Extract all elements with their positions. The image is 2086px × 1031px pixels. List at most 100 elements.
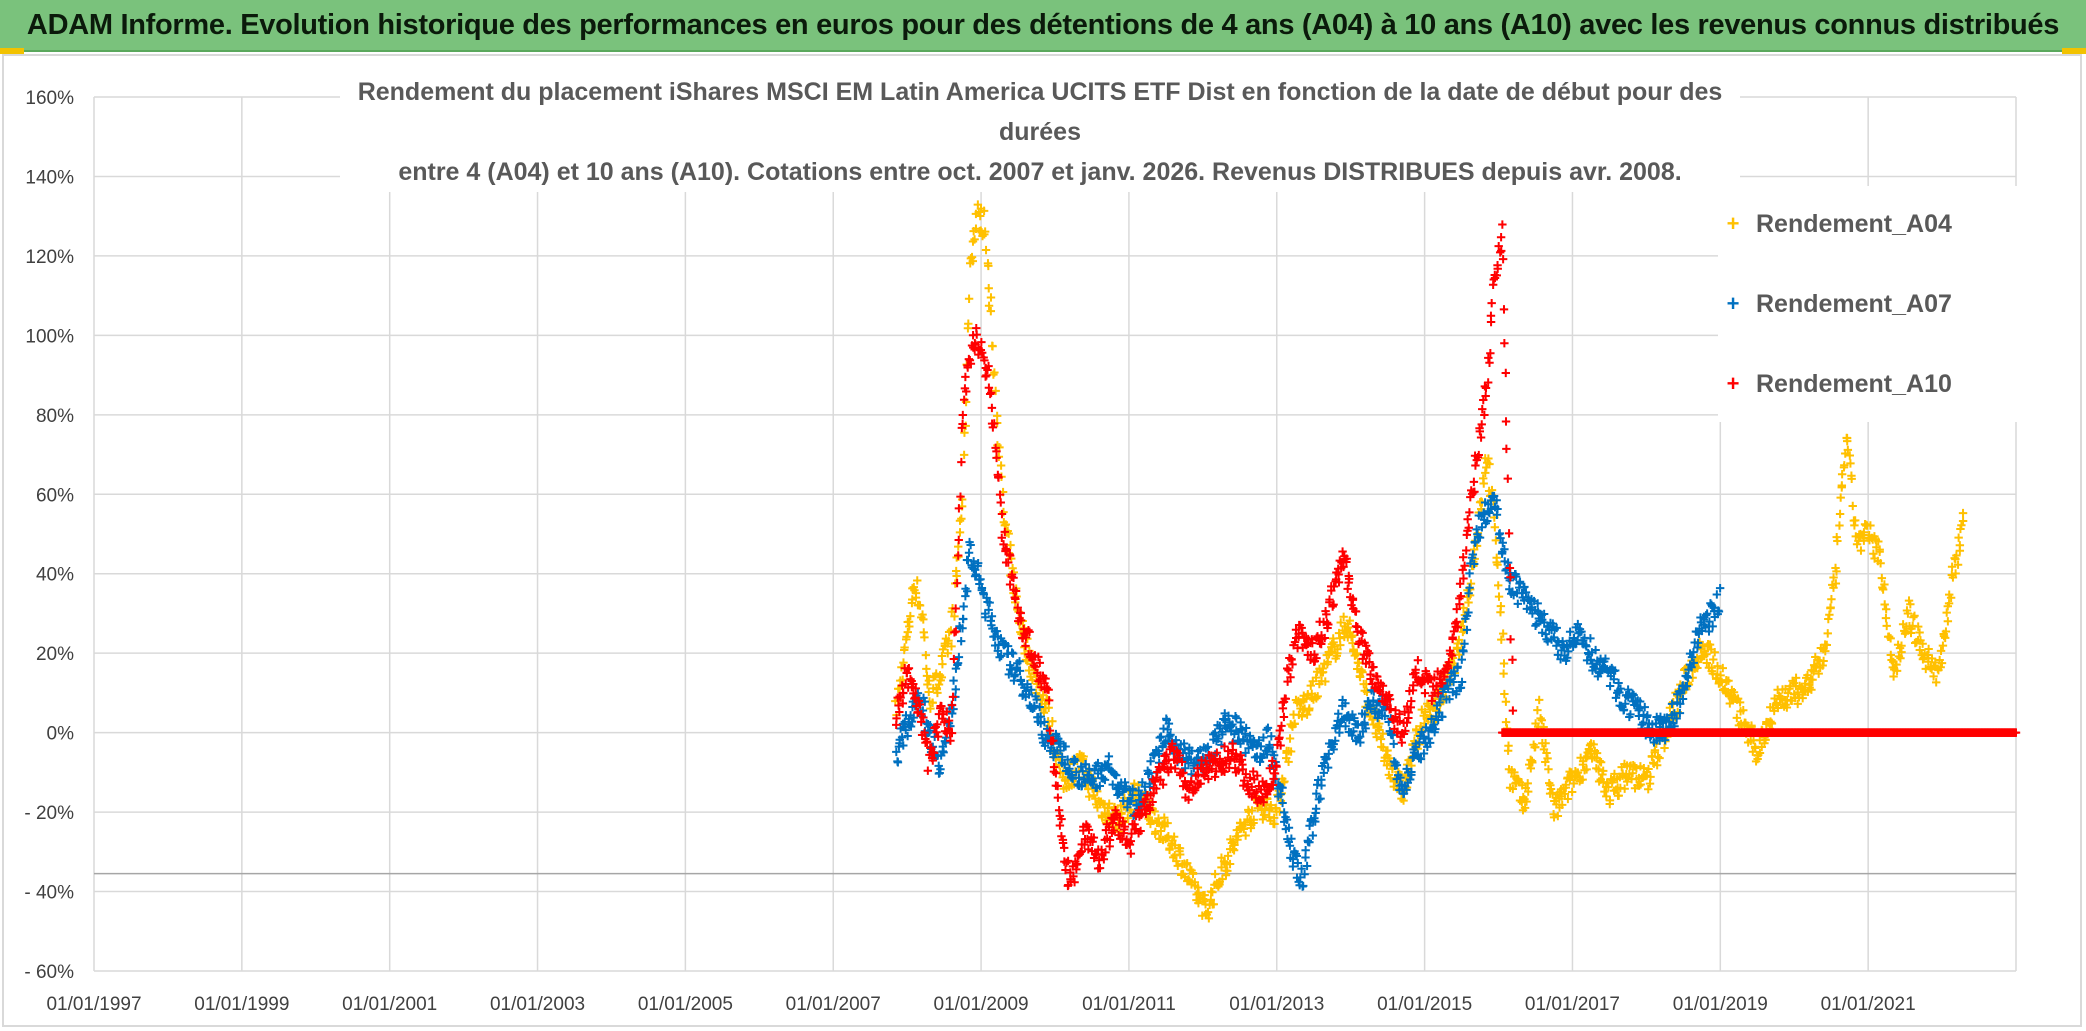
point-a10: [1249, 767, 1258, 776]
point-a04: [1636, 780, 1645, 789]
point-a10: [1150, 777, 1160, 786]
point-a10: [1062, 858, 1071, 867]
point-a07: [962, 587, 972, 596]
point-a04: [1709, 655, 1718, 664]
point-a07: [1065, 764, 1074, 773]
point-a04: [1561, 780, 1571, 789]
point-a07: [1317, 781, 1326, 790]
point-a07: [1312, 789, 1321, 798]
point-a04: [968, 256, 978, 266]
point-a10: [1016, 616, 1026, 625]
point-a10: [933, 720, 942, 729]
point-a04: [1729, 688, 1739, 697]
point-a04: [913, 576, 922, 585]
point-a04: [1347, 632, 1356, 642]
point-a04: [1311, 673, 1321, 682]
point-a10: [1481, 383, 1491, 393]
point-a04: [1635, 781, 1644, 790]
point-a07: [1503, 558, 1513, 567]
point-a04: [1655, 753, 1664, 763]
x-tick-label: 01/01/2009: [934, 994, 1029, 1015]
point-a07: [1496, 533, 1505, 543]
point-a10: [1220, 742, 1229, 751]
point-a04: [1646, 772, 1655, 782]
point-a10: [1456, 591, 1466, 601]
point-a10: [990, 419, 999, 428]
point-a07: [1675, 699, 1685, 709]
point-a07: [893, 758, 903, 767]
point-a04: [1318, 667, 1328, 677]
point-a10: [898, 699, 908, 708]
point-a04: [984, 284, 993, 293]
point-a07: [1453, 662, 1462, 671]
point-a04: [1210, 869, 1220, 879]
point-a04: [1821, 646, 1830, 656]
point-a10: [1447, 651, 1457, 660]
point-a07: [1712, 590, 1722, 599]
point-a04: [986, 293, 996, 302]
point-a10: [1485, 358, 1494, 367]
point-a10: [1446, 649, 1455, 659]
point-a04: [904, 617, 914, 626]
point-a04: [1910, 611, 1919, 620]
point-a04: [1644, 764, 1653, 774]
point-a10: [1334, 578, 1344, 587]
point-a04: [1951, 569, 1960, 578]
point-a10: [1374, 685, 1384, 695]
point-a10: [2011, 728, 2021, 737]
point-a04: [957, 514, 966, 523]
point-a07: [1389, 739, 1398, 749]
point-a10: [996, 498, 1005, 507]
point-a07: [1611, 693, 1621, 703]
point-a07: [1667, 699, 1677, 709]
point-a07: [1616, 684, 1625, 693]
point-a07: [1634, 711, 1644, 721]
point-a04: [1882, 621, 1891, 631]
point-a10: [942, 707, 952, 716]
point-a07: [1236, 718, 1245, 727]
point-a04: [1943, 617, 1953, 626]
point-a07: [1128, 790, 1137, 800]
point-a10: [1166, 763, 1176, 772]
point-a04: [1247, 806, 1257, 815]
point-a07: [1232, 713, 1241, 723]
point-a04: [988, 342, 997, 351]
point-a07: [1609, 675, 1619, 684]
point-a04: [1352, 649, 1362, 658]
point-a04: [1548, 788, 1557, 798]
point-a04: [950, 612, 959, 621]
point-a10: [927, 743, 936, 752]
point-a10: [1477, 420, 1486, 429]
point-a07: [997, 651, 1006, 661]
point-a04: [1280, 777, 1289, 786]
point-a10: [1049, 736, 1058, 745]
point-a07: [1323, 763, 1333, 772]
point-a04: [1543, 754, 1552, 763]
point-a04: [1803, 670, 1812, 680]
point-a07: [1605, 681, 1615, 691]
point-a07: [947, 709, 957, 718]
point-a04: [1204, 914, 1214, 923]
point-a07: [1076, 762, 1086, 771]
point-a10: [1460, 561, 1469, 570]
point-a04: [1527, 756, 1537, 766]
point-a07: [1311, 817, 1320, 826]
point-a10: [1269, 774, 1278, 784]
point-a07: [963, 555, 973, 565]
point-a10: [1452, 617, 1461, 627]
point-a10: [962, 387, 971, 396]
point-a10: [1364, 649, 1374, 658]
point-a07: [1435, 698, 1444, 707]
point-a10: [1401, 726, 1410, 736]
point-a04: [1085, 792, 1094, 801]
point-a04: [1498, 629, 1508, 638]
point-a04: [1420, 707, 1430, 717]
point-a04: [1843, 445, 1853, 455]
point-a07: [1287, 834, 1296, 843]
point-a04: [1886, 634, 1895, 643]
point-a07: [1707, 602, 1717, 611]
point-a07: [973, 558, 983, 568]
point-a10: [1088, 837, 1097, 846]
point-a10: [1317, 639, 1326, 649]
point-a10: [1263, 786, 1273, 796]
